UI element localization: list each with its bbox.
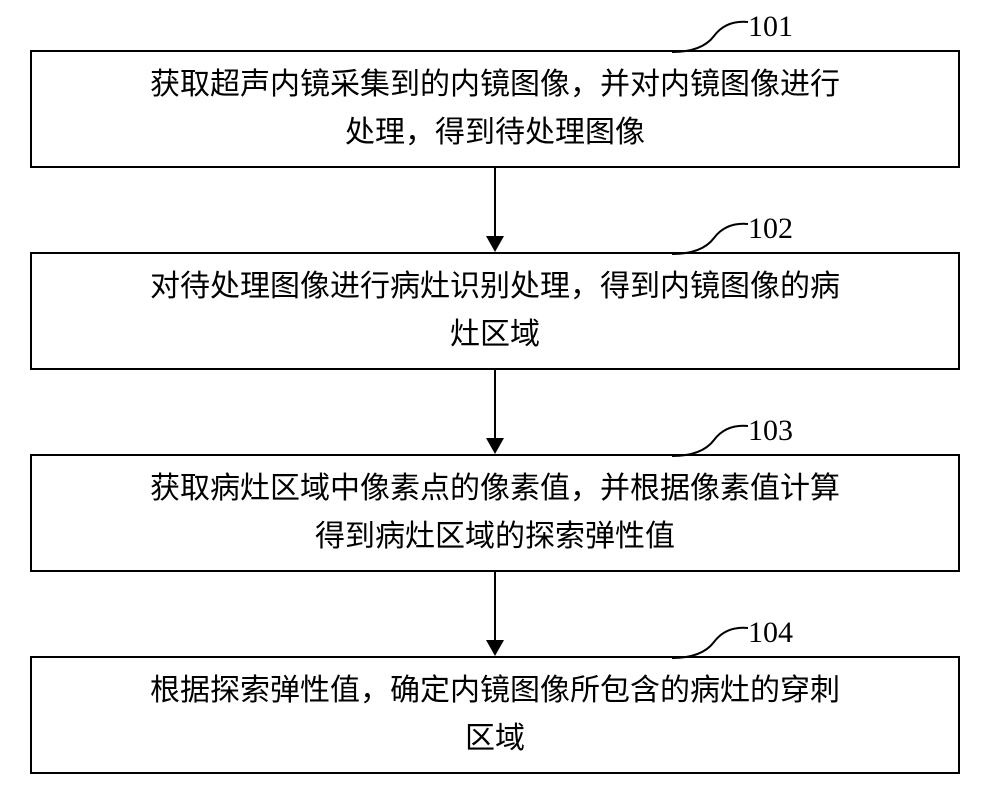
flowchart-node-label: 102 bbox=[748, 212, 793, 246]
callout-curve bbox=[670, 220, 750, 256]
flowchart-node-text: 根据探索弹性值，确定内镜图像所包含的病灶的穿刺 区域 bbox=[150, 667, 840, 763]
flowchart-node: 获取病灶区域中像素点的像素值，并根据像素值计算 得到病灶区域的探索弹性值 bbox=[30, 454, 960, 572]
flowchart-node-text: 对待处理图像进行病灶识别处理，得到内镜图像的病 灶区域 bbox=[150, 263, 840, 359]
flowchart-arrow bbox=[494, 168, 496, 236]
flowchart-node-text: 获取病灶区域中像素点的像素值，并根据像素值计算 得到病灶区域的探索弹性值 bbox=[150, 465, 840, 561]
flowchart-node-label: 101 bbox=[748, 10, 793, 44]
callout-curve bbox=[670, 422, 750, 458]
callout-curve bbox=[670, 18, 750, 54]
arrow-head-icon bbox=[486, 438, 504, 454]
flowchart-node-label: 104 bbox=[748, 616, 793, 650]
arrow-head-icon bbox=[486, 640, 504, 656]
flowchart-node-text: 获取超声内镜采集到的内镜图像，并对内镜图像进行 处理，得到待处理图像 bbox=[150, 61, 840, 157]
flowchart-arrow bbox=[494, 370, 496, 438]
flowchart-canvas: 获取超声内镜采集到的内镜图像，并对内镜图像进行 处理，得到待处理图像 101 对待处… bbox=[0, 0, 1000, 807]
flowchart-node: 对待处理图像进行病灶识别处理，得到内镜图像的病 灶区域 bbox=[30, 252, 960, 370]
flowchart-node-label: 103 bbox=[748, 414, 793, 448]
flowchart-arrow bbox=[494, 572, 496, 640]
arrow-head-icon bbox=[486, 236, 504, 252]
flowchart-node: 获取超声内镜采集到的内镜图像，并对内镜图像进行 处理，得到待处理图像 bbox=[30, 50, 960, 168]
flowchart-node: 根据探索弹性值，确定内镜图像所包含的病灶的穿刺 区域 bbox=[30, 656, 960, 774]
callout-curve bbox=[670, 624, 750, 660]
